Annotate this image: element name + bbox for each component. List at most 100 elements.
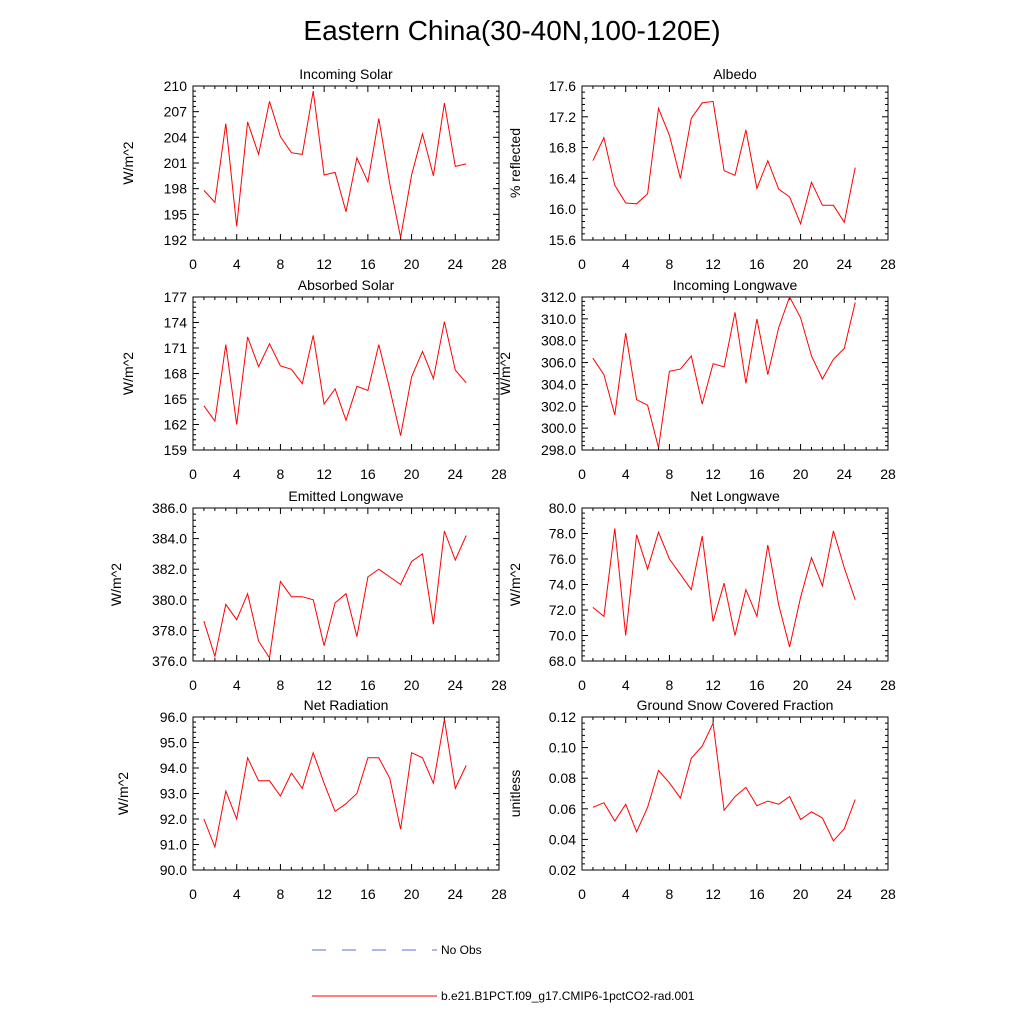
y-tick-label: 376.0	[152, 653, 187, 669]
x-tick-label: 4	[233, 886, 241, 902]
x-tick-label: 28	[880, 677, 896, 693]
y-tick-label: 95.0	[160, 735, 187, 751]
x-tick-label: 8	[277, 677, 285, 693]
y-tick-label: 17.6	[549, 78, 576, 94]
x-tick-label: 12	[316, 466, 332, 482]
y-axis-label: W/m^2	[108, 563, 124, 606]
x-tick-label: 24	[447, 677, 463, 693]
x-tick-label: 0	[578, 886, 586, 902]
y-tick-label: 0.06	[549, 801, 576, 817]
x-tick-label: 24	[447, 466, 463, 482]
y-tick-label: 15.6	[549, 232, 576, 248]
panel-incoming-longwave: 0 4 8 12 16 20 24 28 298.0 300.0 302.0 304.0 306.0 30…	[497, 277, 896, 482]
y-tick-label: 70.0	[549, 628, 576, 644]
y-tick-label: 195	[164, 206, 188, 222]
y-tick-label: 298.0	[541, 442, 576, 458]
x-tick-label: 0	[578, 256, 586, 272]
x-tick-label: 20	[793, 466, 809, 482]
panel-title: Incoming Solar	[299, 66, 393, 82]
series-line-emitted-longwave	[203, 530, 467, 660]
plot-frame	[581, 716, 889, 871]
panel-incoming-solar: 0 4 8 12 16 20 24 28 192 195 198 201 204 207 210 Incomi…	[120, 66, 507, 272]
x-tick-label: 28	[491, 677, 507, 693]
y-tick-label: 91.0	[160, 837, 187, 853]
x-tick-label: 16	[749, 886, 765, 902]
x-tick-label: 12	[705, 256, 721, 272]
x-tick-label: 24	[836, 466, 852, 482]
figure-title: Eastern China(30-40N,100-120E)	[303, 15, 720, 46]
x-tick-label: 4	[622, 256, 630, 272]
y-tick-label: 76.0	[549, 551, 576, 567]
y-tick-label: 192	[164, 232, 188, 248]
x-tick-label: 16	[749, 466, 765, 482]
panel-title: Absorbed Solar	[298, 277, 395, 293]
y-tick-label: 168	[164, 366, 188, 382]
y-tick-label: 90.0	[160, 862, 187, 878]
panel-emitted-longwave: 0 4 8 12 16 20 24 28 376.0 378.0 380.0 382.0 384.0 38…	[108, 488, 507, 693]
x-tick-label: 0	[189, 677, 197, 693]
y-tick-label: 312.0	[541, 289, 576, 305]
y-tick-label: 74.0	[549, 577, 576, 593]
y-tick-label: 201	[164, 155, 188, 171]
y-tick-label: 386.0	[152, 500, 187, 516]
series-line-net-radiation	[203, 719, 467, 849]
x-tick-label: 16	[360, 466, 376, 482]
legend-model-label: b.e21.B1PCT.f09_g17.CMIP6-1pctCO2-rad.00…	[441, 989, 695, 1003]
x-tick-label: 24	[836, 886, 852, 902]
y-tick-label: 382.0	[152, 561, 187, 577]
y-tick-label: 162	[164, 417, 188, 433]
series-line-absorbed-solar	[203, 321, 467, 436]
y-tick-label: 310.0	[541, 311, 576, 327]
x-tick-label: 0	[189, 256, 197, 272]
y-tick-label: 78.0	[549, 526, 576, 542]
x-tick-label: 28	[491, 886, 507, 902]
y-axis-label: % reflected	[507, 128, 523, 198]
x-tick-label: 16	[360, 256, 376, 272]
plot-frame	[581, 507, 889, 662]
x-tick-label: 12	[705, 886, 721, 902]
y-tick-label: 174	[164, 315, 188, 331]
x-tick-label: 4	[233, 677, 241, 693]
y-tick-label: 92.0	[160, 811, 187, 827]
y-tick-label: 171	[164, 340, 188, 356]
panel-title: Ground Snow Covered Fraction	[637, 697, 834, 713]
x-tick-label: 4	[233, 466, 241, 482]
x-tick-label: 20	[404, 886, 420, 902]
panel-albedo: 0 4 8 12 16 20 24 28 15.6 16.0 16.4 16.8 17.2 17.6 Alb…	[507, 66, 896, 272]
x-tick-label: 8	[277, 466, 285, 482]
y-tick-label: 210	[164, 78, 188, 94]
panel-title: Incoming Longwave	[673, 277, 798, 293]
x-tick-label: 28	[880, 256, 896, 272]
x-tick-label: 24	[447, 886, 463, 902]
y-tick-label: 16.8	[549, 140, 576, 156]
y-tick-label: 17.2	[549, 109, 576, 125]
y-tick-label: 304.0	[541, 376, 576, 392]
x-tick-label: 8	[666, 677, 674, 693]
x-tick-label: 16	[749, 677, 765, 693]
y-tick-label: 93.0	[160, 786, 187, 802]
x-tick-label: 0	[189, 466, 197, 482]
plot-frame	[581, 85, 889, 241]
x-tick-label: 0	[189, 886, 197, 902]
x-tick-label: 4	[233, 256, 241, 272]
x-tick-label: 24	[836, 256, 852, 272]
x-tick-label: 8	[666, 886, 674, 902]
panel-title: Emitted Longwave	[288, 488, 403, 504]
y-tick-label: 308.0	[541, 333, 576, 349]
x-tick-label: 28	[880, 886, 896, 902]
x-tick-label: 4	[622, 466, 630, 482]
plot-frame	[192, 716, 500, 871]
x-tick-label: 4	[622, 886, 630, 902]
x-tick-label: 12	[705, 677, 721, 693]
y-tick-label: 302.0	[541, 398, 576, 414]
x-tick-label: 8	[666, 466, 674, 482]
x-tick-label: 16	[360, 886, 376, 902]
x-tick-label: 20	[404, 466, 420, 482]
x-tick-label: 12	[316, 256, 332, 272]
y-tick-label: 72.0	[549, 602, 576, 618]
y-tick-label: 384.0	[152, 531, 187, 547]
series-line-incoming-solar	[203, 91, 467, 238]
x-tick-label: 8	[277, 256, 285, 272]
y-tick-label: 0.12	[549, 709, 576, 725]
